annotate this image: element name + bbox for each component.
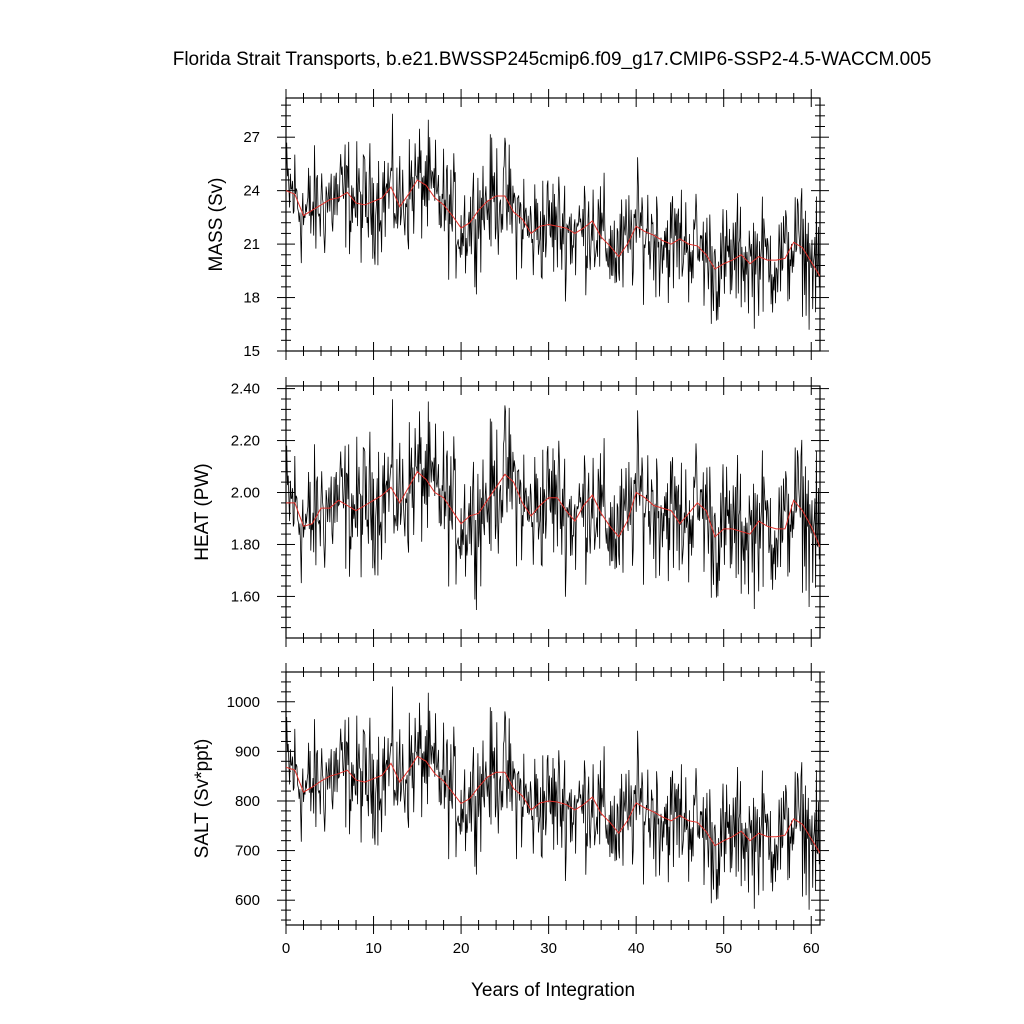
x-tick-label: 20 xyxy=(453,940,470,957)
y-tick-label: 600 xyxy=(235,892,260,909)
panel-1: 15 18 21 24 27 MASS (Sv) xyxy=(206,89,829,360)
chart-panels: 15 18 21 24 27 MASS (Sv) 1.60 1.80 2.00 2.20 2.40 H… xyxy=(192,89,829,957)
y-tick-label: 1000 xyxy=(227,694,260,711)
monthly-series-line xyxy=(286,113,820,330)
y-tick-label: 2.20 xyxy=(231,433,260,450)
annual-mean-line xyxy=(286,755,820,854)
y-tick-label: 24 xyxy=(243,183,260,200)
x-axis-label: Years of Integration xyxy=(471,980,635,1001)
y-tick-label: 1.80 xyxy=(231,536,260,553)
plot-frame xyxy=(285,671,821,926)
x-tick-label: 10 xyxy=(365,940,382,957)
y-tick-label: 2.00 xyxy=(231,485,260,502)
y-tick-label: 15 xyxy=(243,343,260,360)
x-tick-label: 30 xyxy=(540,940,557,957)
x-tick-label: 40 xyxy=(628,940,645,957)
annual-mean-line xyxy=(286,470,820,548)
x-tick-label: 0 xyxy=(282,940,290,957)
plot-frame xyxy=(285,97,821,352)
panel-2: 1.60 1.80 2.00 2.20 2.40 HEAT (PW) xyxy=(192,377,829,647)
x-tick-label: 50 xyxy=(715,940,732,957)
y-axis-label: MASS (Sv) xyxy=(206,178,227,272)
panel-3: 0 10 20 30 40 50 60 600 700 800 900 1000 SALT (Sv*pp… xyxy=(192,663,829,957)
y-axis-label: HEAT (PW) xyxy=(192,463,213,560)
y-tick-label: 27 xyxy=(243,129,260,146)
y-tick-label: 2.40 xyxy=(231,381,260,398)
y-tick-label: 21 xyxy=(243,236,260,253)
y-axis-label: SALT (Sv*ppt) xyxy=(192,739,213,859)
monthly-series-line xyxy=(286,686,820,910)
y-tick-label: 18 xyxy=(243,290,260,307)
plot-frame xyxy=(285,385,821,639)
y-tick-label: 900 xyxy=(235,743,260,760)
y-tick-label: 700 xyxy=(235,843,260,860)
annual-mean-line xyxy=(286,179,820,277)
y-tick-label: 1.60 xyxy=(231,588,260,605)
y-tick-label: 800 xyxy=(235,793,260,810)
chart-title: Florida Strait Transports, b.e21.BWSSP24… xyxy=(173,49,932,70)
monthly-series-line xyxy=(286,399,820,611)
x-tick-label: 60 xyxy=(803,940,820,957)
